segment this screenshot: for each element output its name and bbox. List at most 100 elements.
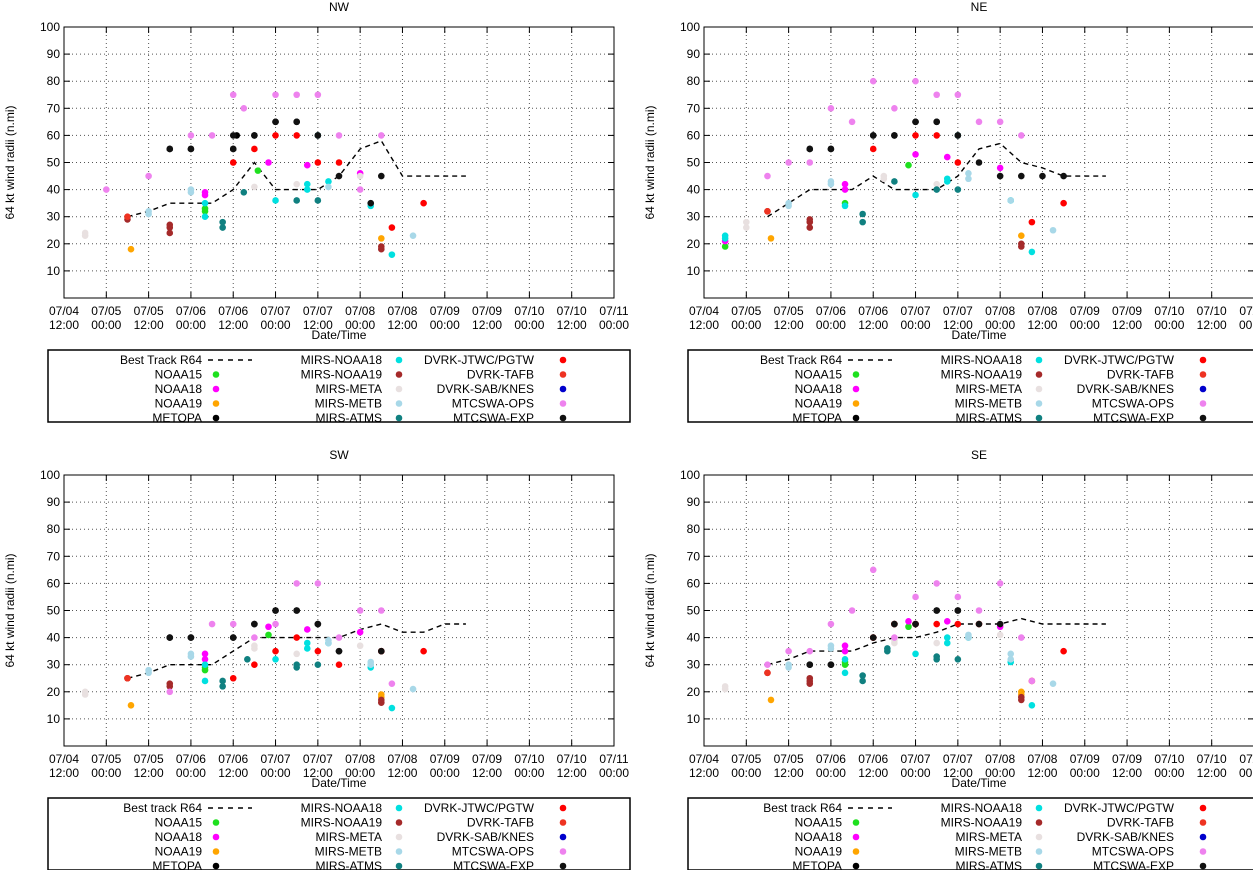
legend-label: Best Track R64 bbox=[760, 353, 842, 367]
series-mirs-noaa19 bbox=[124, 216, 385, 253]
x-tick-time: 12:00 bbox=[387, 766, 417, 780]
x-tick-date: 07/08 bbox=[387, 752, 417, 766]
legend-label: DVRK-JTWC/PGTW bbox=[424, 353, 535, 367]
y-axis-label: 64 kt wind radii (n.mi) bbox=[3, 553, 17, 667]
x-tick-date: 07/09 bbox=[430, 752, 460, 766]
x-tick-time: 12:00 bbox=[1027, 318, 1057, 332]
panel-title: NE bbox=[971, 0, 988, 14]
series-mtcswa-exp bbox=[806, 118, 1067, 180]
data-point bbox=[293, 118, 300, 126]
legend-swatch bbox=[1035, 371, 1043, 378]
legend-label: DVRK-JTWC/PGTW bbox=[1064, 801, 1175, 815]
x-tick-date: 07/06 bbox=[176, 752, 206, 766]
x-tick-time: 12:00 bbox=[387, 318, 417, 332]
data-point bbox=[166, 221, 174, 229]
data-point bbox=[219, 683, 226, 690]
data-point bbox=[933, 91, 940, 99]
data-point bbox=[293, 661, 300, 668]
data-point bbox=[859, 677, 866, 685]
y-tick-label: 20 bbox=[47, 237, 61, 251]
x-tick-time: 12:00 bbox=[774, 318, 804, 332]
legend-swatch bbox=[1199, 371, 1207, 378]
x-tick-time: 00:00 bbox=[91, 766, 121, 780]
series-dvrk-jtwc-pgtw bbox=[229, 132, 427, 231]
data-point bbox=[208, 620, 216, 628]
series-mirs-meta bbox=[81, 172, 364, 239]
x-tick-date: 07/08 bbox=[985, 752, 1015, 766]
data-point bbox=[975, 159, 983, 166]
data-point bbox=[335, 661, 343, 668]
x-tick-time: 12:00 bbox=[472, 318, 502, 332]
x-tick-date: 07/04 bbox=[49, 304, 79, 318]
data-point bbox=[965, 170, 972, 177]
legend-box bbox=[47, 349, 631, 423]
data-point bbox=[388, 704, 396, 712]
data-point bbox=[187, 634, 195, 641]
data-point bbox=[859, 218, 866, 226]
data-point bbox=[943, 618, 951, 625]
data-point bbox=[303, 180, 311, 188]
data-point bbox=[848, 118, 856, 126]
legend-label: NOAA18 bbox=[795, 830, 843, 844]
data-point bbox=[124, 213, 131, 220]
x-tick-date: 07/05 bbox=[91, 752, 121, 766]
legend-swatch bbox=[559, 833, 567, 841]
data-point bbox=[891, 132, 898, 139]
series-mirs-metb bbox=[785, 631, 1057, 687]
x-tick-time: 00:00 bbox=[91, 318, 121, 332]
y-tick-label: 20 bbox=[687, 237, 701, 251]
data-point bbox=[201, 189, 209, 196]
y-tick-label: 60 bbox=[687, 576, 701, 590]
data-point bbox=[145, 666, 152, 674]
legend-label: MIRS-NOAA19 bbox=[301, 816, 383, 830]
x-tick-time: 12:00 bbox=[134, 766, 164, 780]
legend-swatch bbox=[559, 400, 567, 407]
y-tick-label: 50 bbox=[687, 156, 701, 170]
data-point bbox=[848, 607, 856, 614]
x-tick-time: 00:00 bbox=[1239, 766, 1253, 780]
y-tick-label: 100 bbox=[40, 468, 60, 482]
legend-swatch bbox=[1035, 804, 1043, 812]
data-point bbox=[303, 639, 311, 647]
legend-label: MIRS-META bbox=[956, 830, 1022, 844]
x-tick-date: 07/09 bbox=[1070, 304, 1100, 318]
legend-label: NOAA19 bbox=[795, 397, 843, 411]
legend-swatch bbox=[559, 848, 567, 855]
y-axis-label: 64 kt wind radii (n.mi) bbox=[643, 553, 657, 667]
y-axis-label: 64 kt wind radii (n.mi) bbox=[643, 105, 657, 219]
x-tick-date: 07/06 bbox=[816, 304, 846, 318]
data-point bbox=[841, 647, 849, 655]
data-point bbox=[841, 180, 849, 188]
data-point bbox=[314, 661, 322, 668]
data-point bbox=[954, 655, 962, 663]
data-point bbox=[244, 655, 251, 663]
data-point bbox=[943, 153, 951, 161]
x-tick-date: 07/05 bbox=[774, 752, 804, 766]
data-point bbox=[869, 566, 877, 574]
x-tick-date: 07/10 bbox=[1154, 752, 1184, 766]
legend-box bbox=[687, 797, 1253, 870]
x-tick-date: 07/10 bbox=[1197, 752, 1227, 766]
data-point bbox=[303, 186, 311, 193]
data-point bbox=[905, 618, 912, 625]
y-tick-label: 90 bbox=[47, 495, 61, 509]
data-point bbox=[975, 118, 983, 126]
legend-label: MIRS-METB bbox=[955, 845, 1022, 859]
data-point bbox=[335, 647, 343, 655]
data-point bbox=[378, 647, 385, 655]
series-mirs-noaa18 bbox=[201, 178, 396, 258]
data-point bbox=[933, 118, 940, 126]
legend-label: DVRK-SAB/KNES bbox=[437, 382, 534, 396]
data-point bbox=[378, 243, 385, 250]
data-point bbox=[293, 607, 300, 614]
data-point bbox=[1060, 647, 1067, 655]
y-tick-label: 90 bbox=[687, 47, 701, 61]
data-point bbox=[943, 175, 951, 183]
legend-swatch bbox=[212, 862, 220, 870]
data-point bbox=[912, 650, 919, 658]
data-point bbox=[314, 647, 322, 655]
data-point bbox=[272, 607, 279, 614]
data-point bbox=[272, 91, 279, 99]
data-point bbox=[272, 132, 279, 139]
data-point bbox=[891, 105, 898, 112]
